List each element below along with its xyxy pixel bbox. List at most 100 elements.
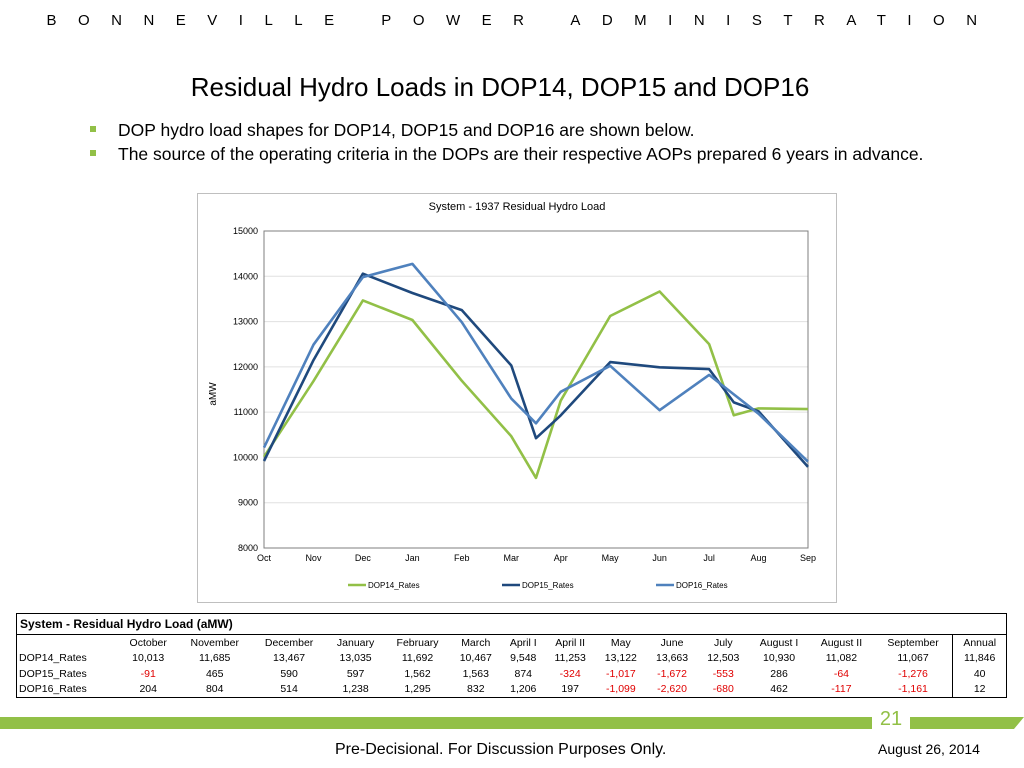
table-cell: 12 xyxy=(952,681,1007,698)
column-header: March xyxy=(461,636,491,649)
table-cell: -553 xyxy=(712,667,734,680)
table-cell: 9,548 xyxy=(510,652,537,665)
org-header: BONNEVILLE POWER ADMINISTRATION xyxy=(46,12,999,29)
row-label: DOP15_Rates xyxy=(15,666,119,682)
x-tick-label: Jun xyxy=(652,553,667,563)
bullet-item: DOP hydro load shapes for DOP14, DOP15 a… xyxy=(86,118,986,142)
table-cell: -117 xyxy=(809,681,874,698)
bullet-list: DOP hydro load shapes for DOP14, DOP15 a… xyxy=(86,118,986,166)
header-blank-cell xyxy=(15,634,119,651)
table-cell: 832 xyxy=(450,681,502,698)
x-tick-label: Sep xyxy=(800,553,816,563)
column-header: February xyxy=(396,636,439,649)
table-cell: 204 xyxy=(118,681,178,698)
table-cell: 590 xyxy=(280,667,298,680)
y-tick-label: 12000 xyxy=(233,362,258,372)
chart-container: System - 1937 Residual Hydro Load aMW 15… xyxy=(197,193,837,603)
bullet-item: The source of the operating criteria in … xyxy=(86,142,986,166)
column-header: August I xyxy=(759,636,799,649)
table-cell: 197 xyxy=(545,681,596,698)
bullet-text: The source of the operating criteria in … xyxy=(118,144,924,164)
table-cell: 597 xyxy=(346,667,365,680)
legend: DOP14_Rates DOP15_Rates DOP16_Rates xyxy=(348,581,728,590)
table-row: DOP16_Rates 204 804 514 1,238 1,295 832 1,206 19… xyxy=(15,681,1007,698)
column-header: October xyxy=(129,636,167,649)
table-cell: 11,067 xyxy=(897,652,929,665)
table-cell: 465 xyxy=(205,667,224,680)
column-header: January xyxy=(336,636,375,649)
table-row: DOP15_Rates -91 465 590 597 1,562 1,563 874 -324… xyxy=(15,666,1007,682)
accent-bar-shape xyxy=(0,717,1024,729)
x-tick-label: Nov xyxy=(305,553,322,563)
bullet-square-icon xyxy=(90,150,96,156)
table-cell: -1,672 xyxy=(657,667,687,680)
series-line-dop16-rates xyxy=(262,262,809,463)
table-cell: 40 xyxy=(952,666,1007,682)
x-tick-label: Oct xyxy=(257,553,272,563)
table-cell: -1,276 xyxy=(898,667,928,680)
table-cell: 10,013 xyxy=(132,652,165,665)
y-tick-label: 10000 xyxy=(233,452,258,462)
table-cell: 874 xyxy=(514,667,533,680)
series-line-dop14-rates xyxy=(262,290,809,480)
plot-area-border xyxy=(263,230,809,549)
table-cell: 804 xyxy=(177,681,252,698)
table-cell: -91 xyxy=(140,667,156,680)
slide-title: Residual Hydro Loads in DOP14, DOP15 and… xyxy=(190,72,810,102)
bullet-text: DOP hydro load shapes for DOP14, DOP15 a… xyxy=(118,120,695,140)
table-cell: 13,122 xyxy=(604,652,637,665)
column-header: September xyxy=(887,636,939,649)
x-tick-label: Mar xyxy=(504,553,520,563)
table-cell: 13,467 xyxy=(273,652,306,665)
column-header: Annual xyxy=(952,634,1007,651)
table-cell: 13,035 xyxy=(339,652,372,665)
table-cell: 462 xyxy=(748,681,810,698)
y-axis-label: aMW xyxy=(208,382,219,406)
table-cell: -680 xyxy=(697,681,749,698)
column-header: June xyxy=(660,636,684,649)
table-cell: 10,930 xyxy=(762,652,796,665)
table-cell: 11,082 xyxy=(825,652,858,665)
page-number: 21 xyxy=(872,704,910,734)
y-tick-label: 15000 xyxy=(233,226,258,236)
table-cell: 1,562 xyxy=(404,667,431,680)
x-tick-label: Apr xyxy=(554,553,568,563)
table-row: DOP14_Rates 10,013 11,685 13,467 13,035 11,69… xyxy=(15,650,1007,666)
accent-bar xyxy=(0,717,1024,729)
table-caption: System - Residual Hydro Load (aMW) xyxy=(16,613,1007,635)
table-cell: 11,846 xyxy=(952,650,1007,666)
bullet-square-icon xyxy=(90,126,96,132)
legend-label: DOP14_Rates xyxy=(368,581,420,590)
line-chart: System - 1937 Residual Hydro Load aMW 15… xyxy=(208,201,816,590)
table-cell: -2,620 xyxy=(646,681,698,698)
y-tick-label: 14000 xyxy=(233,271,258,281)
plot-group xyxy=(262,262,809,480)
table-cell: 1,295 xyxy=(384,681,451,698)
table-cell: 514 xyxy=(251,681,327,698)
column-header: April I xyxy=(509,636,537,649)
table-cell: -1,161 xyxy=(873,681,953,698)
column-header: July xyxy=(713,636,733,649)
row-label: DOP16_Rates xyxy=(15,681,119,698)
grid-group: 15000 14000 13000 12000 11000 10000 9000 8000Oc… xyxy=(233,226,816,563)
table-cell: 1,238 xyxy=(326,681,385,698)
x-tick-label: Jan xyxy=(405,553,420,563)
series-line-dop15-rates xyxy=(262,272,809,468)
table-cell: 1,563 xyxy=(462,667,489,680)
table-cell: 11,253 xyxy=(554,652,586,665)
table-cell: -1,099 xyxy=(595,681,647,698)
x-tick-label: Aug xyxy=(751,553,767,563)
column-header: May xyxy=(610,636,631,649)
column-header: December xyxy=(264,636,314,649)
x-tick-label: May xyxy=(602,553,620,563)
chart-title: System - 1937 Residual Hydro Load xyxy=(429,201,606,213)
table-cell: 11,692 xyxy=(401,652,434,665)
row-label: DOP14_Rates xyxy=(15,650,119,666)
table-header-row: October November December January February Ma… xyxy=(15,634,1007,651)
table-cell: -1,017 xyxy=(605,667,636,680)
table-cell: 11,685 xyxy=(199,652,231,665)
residual-load-table: System - Residual Hydro Load (aMW) Octob… xyxy=(15,613,1007,698)
legend-label: DOP16_Rates xyxy=(676,581,728,590)
y-tick-label: 8000 xyxy=(238,543,258,553)
column-header: August II xyxy=(820,636,863,649)
